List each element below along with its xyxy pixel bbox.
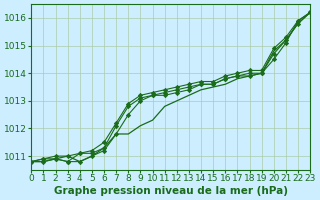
X-axis label: Graphe pression niveau de la mer (hPa): Graphe pression niveau de la mer (hPa) xyxy=(54,186,288,196)
